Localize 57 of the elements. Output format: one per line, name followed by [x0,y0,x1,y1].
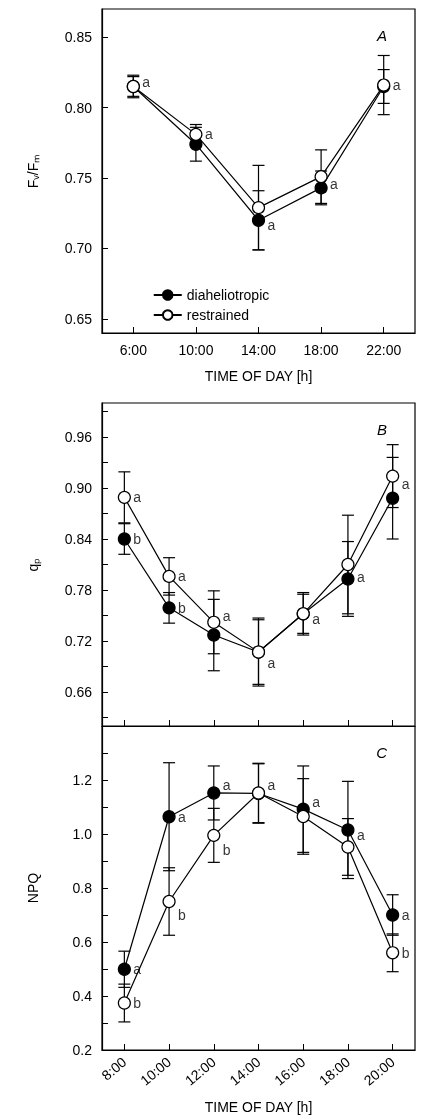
y-axis-title: Fᵥ/Fₘ [25,153,41,189]
annotation: b [401,944,410,961]
x-axis-title: TIME OF DAY [h] [204,1099,313,1115]
annotation: a [204,126,213,143]
y-tick-label: 0.2 [72,1042,93,1058]
x-tick-label: 10:00 [178,342,214,358]
annotation: a [401,475,410,492]
annotation: a [267,655,276,672]
text: A [376,27,388,44]
annotation: a [312,610,321,627]
y-tick-label: 0.66 [64,684,93,700]
legend-label: restrained [186,307,250,323]
y-tick-label: 0.8 [72,880,93,896]
annotation: b [133,995,142,1012]
y-tick-label: 0.70 [64,240,93,257]
annotation: a [222,607,231,624]
y-tick-label: 1.0 [72,826,93,842]
annotation: b [178,907,187,923]
annotation: a [330,175,339,192]
annotation: a [401,907,410,923]
y-axis-title: NPQ [25,872,41,904]
x-tick-label: 22:00 [366,342,402,358]
annotation: a [178,808,187,825]
legend-label: diaheliotropic [186,287,270,303]
x-tick-label: 18:00 [303,342,339,358]
annotation: a [312,793,321,810]
y-tick-label: 0.4 [72,988,93,1004]
annotation: a [267,777,276,794]
annotation: b [178,599,187,616]
y-tick-label: 0.90 [64,480,93,496]
text: B [377,421,388,438]
y-tick-label: 0.80 [64,99,93,116]
y-tick-label: 1.2 [72,772,93,788]
text: C [376,744,388,761]
y-tick-label: 0.78 [64,582,93,598]
annotation: a [222,777,231,794]
y-tick-label: 0.85 [64,29,93,46]
y-tick-label: 0.65 [64,310,93,327]
annotation: a [267,216,276,233]
x-tick-label: 6:00 [119,342,148,358]
x-axis-title: TIME OF DAY [h] [204,368,313,384]
annotation: a [356,569,365,586]
x-tick-label: 8:00 [98,1053,130,1084]
annotation: a [356,826,365,843]
y-tick-label: 0.72 [64,633,93,649]
annotation: a [392,77,401,94]
y-tick-label: 0.96 [64,429,93,445]
annotation: a [142,74,151,91]
annotation: a [178,568,187,585]
annotation: b [133,531,142,547]
y-axis-title: qₚ [25,557,42,572]
y-tick-label: 0.6 [72,934,93,950]
y-tick-label: 0.84 [64,531,93,547]
x-tick-label: 14:00 [240,342,277,358]
annotation: a [133,489,142,506]
y-tick-label: 0.75 [64,170,93,187]
annotation: b [222,842,231,859]
